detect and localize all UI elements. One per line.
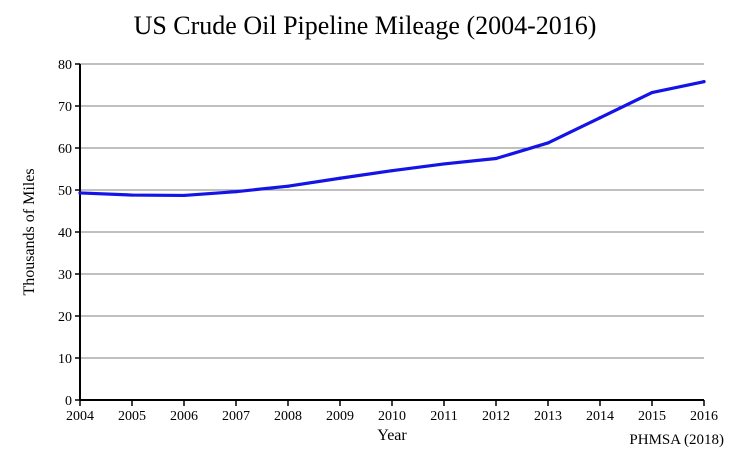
x-tick-label: 2015	[638, 409, 666, 424]
x-tick-label: 2013	[534, 409, 562, 424]
x-tick-label: 2004	[66, 409, 94, 424]
y-tick-label: 0	[65, 394, 72, 409]
data-point	[234, 190, 238, 194]
data-point	[702, 80, 706, 84]
data-point	[494, 156, 498, 161]
gridlines	[80, 63, 704, 359]
x-tick-label: 2014	[586, 409, 614, 424]
x-tick-label: 2009	[326, 409, 354, 424]
x-axis-title: Year	[377, 427, 407, 444]
data-point	[442, 162, 446, 166]
y-tick-label: 60	[58, 142, 72, 157]
y-tick-label: 50	[58, 184, 72, 199]
data-point	[286, 184, 290, 188]
y-tick-label: 30	[58, 268, 72, 283]
data-point	[338, 176, 342, 180]
data-point	[78, 191, 82, 195]
x-tick-label: 2010	[378, 409, 406, 424]
y-axis-ticks: 0 10 20 30 40 50 60 70 80	[58, 58, 80, 409]
x-tick-label: 2007	[222, 409, 250, 424]
data-point	[130, 193, 134, 197]
series-line	[78, 80, 706, 198]
x-tick-label: 2008	[274, 409, 302, 424]
y-tick-label: 40	[58, 226, 72, 241]
x-tick-label: 2016	[690, 409, 718, 424]
data-point	[598, 116, 602, 120]
data-point	[650, 90, 654, 95]
y-tick-label: 20	[58, 310, 72, 325]
x-tick-label: 2011	[430, 409, 457, 424]
data-point	[182, 193, 186, 198]
x-tick-label: 2006	[170, 409, 198, 424]
x-tick-label: 2012	[482, 409, 510, 424]
x-tick-label: 2005	[118, 409, 146, 424]
source-label: PHMSA (2018)	[629, 432, 724, 448]
y-axis-title: Thousands of Miles	[21, 168, 38, 295]
chart-title: US Crude Oil Pipeline Mileage (2004-2016…	[134, 11, 597, 40]
y-tick-label: 70	[58, 100, 72, 115]
y-tick-label: 80	[58, 58, 72, 73]
y-tick-label: 10	[58, 352, 72, 367]
x-axis-ticks: 2004 2005 2006 2007 2008 2009 2010 2011 2012 2013…	[66, 400, 718, 424]
data-point	[390, 169, 394, 173]
series-layer	[78, 80, 706, 198]
data-point	[546, 141, 550, 145]
